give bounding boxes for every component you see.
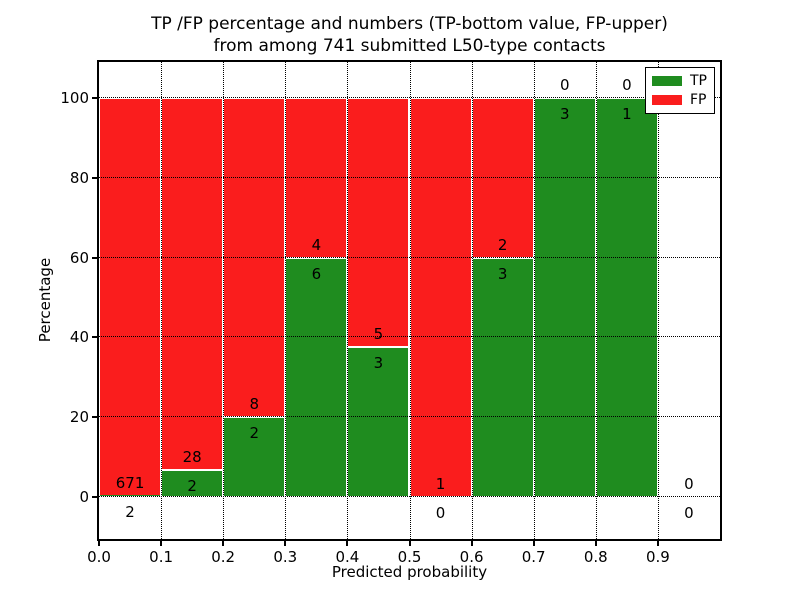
fp-count-label: 5 xyxy=(373,325,384,344)
bar-fp-segment xyxy=(224,99,285,417)
bar-column xyxy=(347,98,410,497)
fp-count-label: 28 xyxy=(182,448,202,467)
v-gridline xyxy=(223,62,225,539)
y-tick-label: 60 xyxy=(69,248,89,267)
bar-tp-segment xyxy=(534,99,595,496)
x-tick-label: 0.4 xyxy=(335,548,360,566)
x-tick-mark xyxy=(98,539,100,546)
x-tick-label: 0.1 xyxy=(149,548,174,566)
tp-count-label: 3 xyxy=(497,264,508,283)
x-axis-label: Predicted probability xyxy=(331,563,488,581)
x-tick-label: 0.8 xyxy=(583,548,608,566)
v-gridline xyxy=(161,62,163,539)
chart-title-line1: TP /FP percentage and numbers (TP-bottom… xyxy=(151,14,668,34)
x-tick-label: 0.0 xyxy=(87,548,111,566)
legend-label-tp: TP xyxy=(690,73,707,90)
bar-column xyxy=(471,98,534,497)
x-tick-mark xyxy=(346,539,349,546)
bar-column xyxy=(161,98,224,497)
legend-label-fp: FP xyxy=(690,91,707,108)
v-gridline xyxy=(595,62,597,539)
y-tick-label: 40 xyxy=(69,328,89,347)
x-tick-mark xyxy=(532,539,535,546)
x-tick-label: 0.5 xyxy=(397,548,422,566)
v-gridline xyxy=(471,62,473,539)
tp-count-label: 2 xyxy=(187,477,197,496)
chart-title: TP /FP percentage and numbers (TP-bottom… xyxy=(97,13,722,57)
x-tick-mark xyxy=(656,539,659,546)
fp-count-label: 671 xyxy=(115,473,145,492)
y-tick-mark xyxy=(92,496,97,498)
plot-area: 671 2 28 2 8 2 4 6 5 3 1 0 2 3 0 3 0 1 0 0 0.0 0.1 0.2 0.3 0.4 0.… xyxy=(60,60,722,566)
bar-column xyxy=(409,98,472,497)
legend-entry-fp: FP xyxy=(652,93,708,107)
tp-count-label: 3 xyxy=(373,354,384,373)
x-tick-label: 0.3 xyxy=(273,548,298,566)
bar-column xyxy=(533,98,596,497)
y-tick-label: 80 xyxy=(69,168,89,187)
bar-fp-segment xyxy=(100,99,161,495)
legend: TP FP xyxy=(645,67,715,114)
chart-title-line2: from among 741 submitted L50-type contac… xyxy=(213,36,606,56)
tp-count-label: 0 xyxy=(684,504,694,522)
x-tick-label: 0.7 xyxy=(521,548,546,566)
v-gridline xyxy=(409,62,411,539)
tp-count-label: 0 xyxy=(435,504,446,522)
y-tick-label: 20 xyxy=(69,408,89,427)
v-gridline xyxy=(533,62,535,539)
tp-count-label: 2 xyxy=(249,424,260,443)
x-tick-mark xyxy=(222,539,225,546)
x-tick-mark xyxy=(408,539,411,546)
bar-fp-segment xyxy=(348,99,409,347)
bar-fp-segment xyxy=(286,99,347,257)
y-tick-label: 0 xyxy=(79,488,89,506)
bar-column xyxy=(99,98,162,497)
bar-column xyxy=(595,98,658,497)
bar-tp-segment xyxy=(286,256,347,496)
fp-count-label: 0 xyxy=(684,475,694,493)
fp-count-label: 0 xyxy=(622,76,632,94)
fp-count-label: 2 xyxy=(497,235,508,254)
bar-fp-segment xyxy=(410,99,471,496)
y-tick-mark xyxy=(92,336,97,339)
x-tick-mark xyxy=(470,539,473,546)
bar-tp-segment xyxy=(348,346,409,496)
fp-count-label: 4 xyxy=(311,235,322,254)
y-tick-mark xyxy=(92,416,97,419)
y-tick-mark xyxy=(92,176,97,179)
x-tick-label: 0.6 xyxy=(459,548,484,566)
x-tick-mark xyxy=(160,539,163,546)
tp-color-swatch-icon xyxy=(652,76,682,87)
fp-color-swatch-icon xyxy=(652,94,682,105)
bar-fp-segment xyxy=(162,99,223,470)
bar-tp-segment xyxy=(596,99,657,496)
x-tick-label: 0.2 xyxy=(211,548,236,566)
fp-count-label: 1 xyxy=(435,475,446,493)
bar-tp-segment xyxy=(100,494,161,496)
y-tick-label: 100 xyxy=(60,89,89,107)
fp-count-label: 0 xyxy=(559,76,570,94)
bar-tp-segment xyxy=(472,256,533,496)
tp-count-label: 6 xyxy=(311,264,322,283)
v-gridline xyxy=(285,62,287,539)
y-tick-mark xyxy=(92,97,97,99)
x-tick-mark xyxy=(284,539,287,546)
x-tick-label: 0.9 xyxy=(645,548,670,566)
x-tick-mark xyxy=(594,539,597,546)
tp-count-label: 3 xyxy=(559,105,570,123)
bar-column xyxy=(285,98,348,497)
fp-count-label: 8 xyxy=(249,395,260,414)
legend-entry-tp: TP xyxy=(652,74,708,88)
tp-count-label: 1 xyxy=(622,105,632,123)
bar-fp-segment xyxy=(472,99,533,257)
v-gridline xyxy=(657,62,659,539)
v-gridline xyxy=(347,62,349,539)
y-tick-mark xyxy=(92,256,97,259)
tp-count-label: 2 xyxy=(125,502,135,521)
bar-tp-segment xyxy=(162,469,223,496)
